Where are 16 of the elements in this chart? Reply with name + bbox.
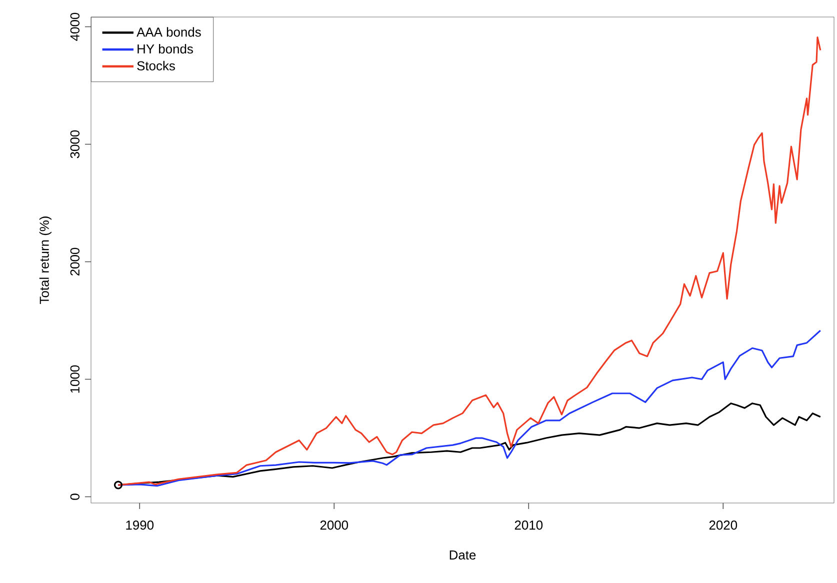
- line-series: [117, 330, 822, 487]
- x-tick-label: 1990: [126, 520, 154, 530]
- x-tick-label: 2000: [320, 520, 348, 530]
- y-tick-label: 0: [70, 494, 80, 500]
- legend-label: Stocks: [137, 60, 175, 70]
- y-tick-label: 1000: [70, 365, 80, 393]
- y-tick-label: 2000: [70, 248, 80, 276]
- x-tick-label: 2020: [709, 520, 738, 530]
- x-tick-label: 2010: [514, 520, 543, 530]
- legend-label: AAA bonds: [136, 27, 201, 37]
- legend-label: HY bonds: [138, 44, 193, 54]
- line-series: [117, 36, 822, 486]
- y-tick-label: 4000: [70, 12, 80, 41]
- x-axis-title: Date: [450, 550, 476, 560]
- y-axis-title: Total return (%): [39, 216, 52, 304]
- y-tick-label: 3000: [70, 130, 80, 158]
